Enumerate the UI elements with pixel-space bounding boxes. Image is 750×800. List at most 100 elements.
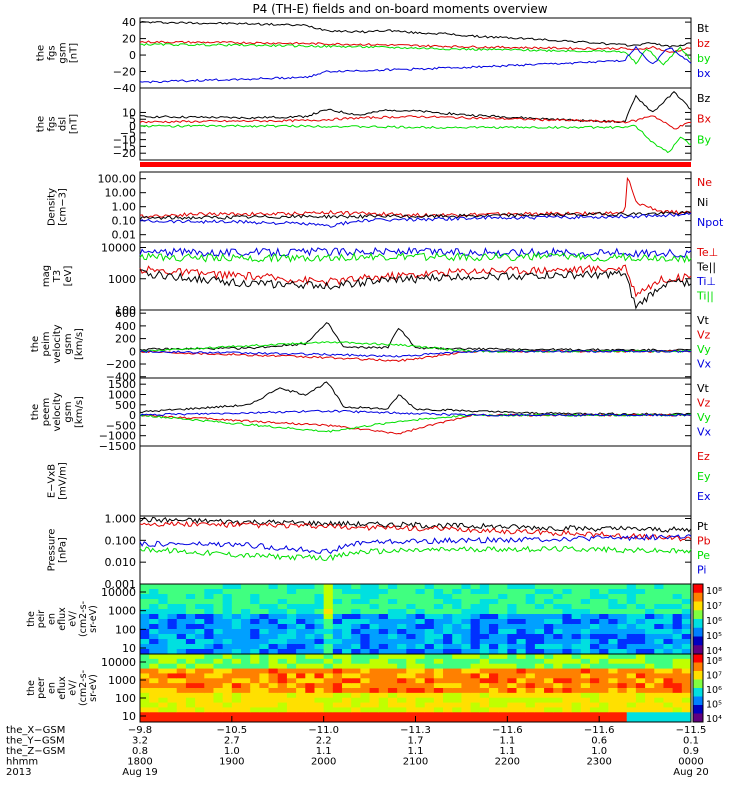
- ylabel-fgs-dsl: the: [36, 116, 47, 132]
- spectrogram-cell: [342, 678, 352, 684]
- spectrogram-cell: [507, 644, 518, 650]
- spectrogram-cell: [397, 614, 407, 620]
- spectrogram-cell: [140, 584, 150, 590]
- spectrogram-cell: [608, 614, 619, 620]
- spectrogram-cell: [562, 697, 573, 704]
- spectrogram-cell: [204, 594, 214, 600]
- spectrogram-cell: [176, 673, 187, 679]
- spectrogram-cell: [268, 624, 279, 630]
- spectrogram-cell: [323, 658, 334, 665]
- ytick-label: 100.00: [98, 173, 137, 186]
- spectrogram-cell: [140, 609, 150, 615]
- spectrogram-cell: [369, 668, 380, 674]
- spectrogram-cell: [635, 639, 646, 645]
- spectrogram-cell: [507, 629, 518, 635]
- spectrogram-cell: [387, 649, 398, 655]
- spectrogram-cell: [415, 599, 426, 605]
- spectrogram-cell: [507, 589, 518, 595]
- spectrogram-cell: [241, 629, 251, 635]
- spectrogram-cell: [176, 697, 187, 704]
- ytick-label: 1.000: [105, 512, 137, 525]
- spectrogram-cell: [452, 634, 462, 640]
- spectrogram-cell: [397, 658, 407, 665]
- spectrogram-cell: [268, 619, 279, 625]
- spectrogram-cell: [479, 692, 490, 699]
- spectrogram-cell: [488, 594, 499, 600]
- spectrogram-cell: [544, 644, 554, 650]
- spectrogram-cell: [571, 673, 582, 679]
- spectrogram-cell: [580, 702, 591, 708]
- spectrogram-cell: [149, 663, 159, 670]
- spectrogram-cell: [635, 712, 646, 718]
- spectrogram-cell: [241, 594, 251, 600]
- spectrogram-cell: [553, 614, 563, 620]
- spectrogram-cell: [534, 649, 545, 655]
- spectrogram-cell: [415, 649, 426, 655]
- spectrogram-cell: [507, 688, 518, 694]
- spectrogram-cell: [663, 584, 674, 590]
- spectrogram-cell: [498, 624, 508, 630]
- spectrogram-cell: [213, 702, 224, 708]
- spectrogram-cell: [296, 712, 306, 718]
- spectrogram-cell: [332, 589, 343, 595]
- spectrogram-cell: [158, 584, 169, 590]
- spectrogram-cell: [305, 673, 315, 679]
- spectrogram-cell: [626, 707, 637, 713]
- spectrogram-cell: [516, 609, 527, 615]
- spectrogram-cell: [323, 609, 334, 615]
- spectrogram-cell: [617, 654, 628, 660]
- spectrogram-cell: [314, 688, 325, 694]
- spectrogram-cell: [580, 584, 591, 590]
- spectrogram-cell: [387, 644, 398, 650]
- spectrogram-cell: [516, 644, 527, 650]
- spectrogram-cell: [479, 654, 490, 660]
- spectrogram-cell: [286, 619, 297, 625]
- spectrogram-cell: [296, 692, 306, 699]
- spectrogram-cell: [498, 673, 508, 679]
- spectrogram-cell: [589, 624, 600, 630]
- spectrogram-cell: [360, 619, 371, 625]
- legend-Vz: Vz: [697, 329, 711, 342]
- spectrogram-cell: [296, 649, 306, 655]
- spectrogram-cell: [617, 594, 628, 600]
- legend-Ne: Ne: [697, 176, 712, 189]
- spectrogram-cell: [479, 658, 490, 665]
- spectrogram-cell: [314, 619, 325, 625]
- spectrogram-cell: [589, 619, 600, 625]
- spectrogram-cell: [534, 619, 545, 625]
- spectrogram-cell: [397, 639, 407, 645]
- colorbar-label: 10⁷: [706, 671, 722, 682]
- spectrogram-cell: [479, 668, 490, 674]
- spectrogram-cell: [241, 624, 251, 630]
- spectrogram-cell: [452, 599, 462, 605]
- spectrogram-cell: [158, 717, 169, 723]
- spectrogram-cell: [608, 609, 619, 615]
- spectrogram-cell: [314, 658, 325, 665]
- spectrogram-cell: [167, 634, 178, 640]
- colorbar-cell: [693, 654, 703, 663]
- spectrogram-cell: [231, 683, 242, 689]
- spectrogram-cell: [415, 629, 426, 635]
- spectrogram-cell: [268, 668, 279, 674]
- spectrogram-cell: [323, 584, 334, 590]
- spectrogram-cell: [397, 663, 407, 670]
- spectrogram-cell: [406, 663, 416, 670]
- spectrogram-cell: [387, 678, 398, 684]
- spectrogram-cell: [176, 609, 187, 615]
- spectrogram-cell: [360, 634, 371, 640]
- spectrogram-cell: [608, 668, 619, 674]
- spectrogram-cell: [204, 668, 214, 674]
- spectrogram-cell: [525, 683, 536, 689]
- spectrogram-cell: [387, 599, 398, 605]
- spectrogram-cell: [250, 688, 260, 694]
- spectrogram-cell: [369, 594, 380, 600]
- spectrogram-cell: [185, 649, 196, 655]
- ylabel-peir-eflux: eV/: [67, 610, 78, 626]
- legend-Pe: Pe: [697, 549, 710, 562]
- spectrogram-cell: [415, 604, 426, 610]
- ytick-label: 0.01: [112, 229, 137, 242]
- spectrogram-cell: [672, 599, 683, 605]
- spectrogram-cell: [424, 649, 435, 655]
- ylabel-peer-eflux: the: [26, 680, 37, 696]
